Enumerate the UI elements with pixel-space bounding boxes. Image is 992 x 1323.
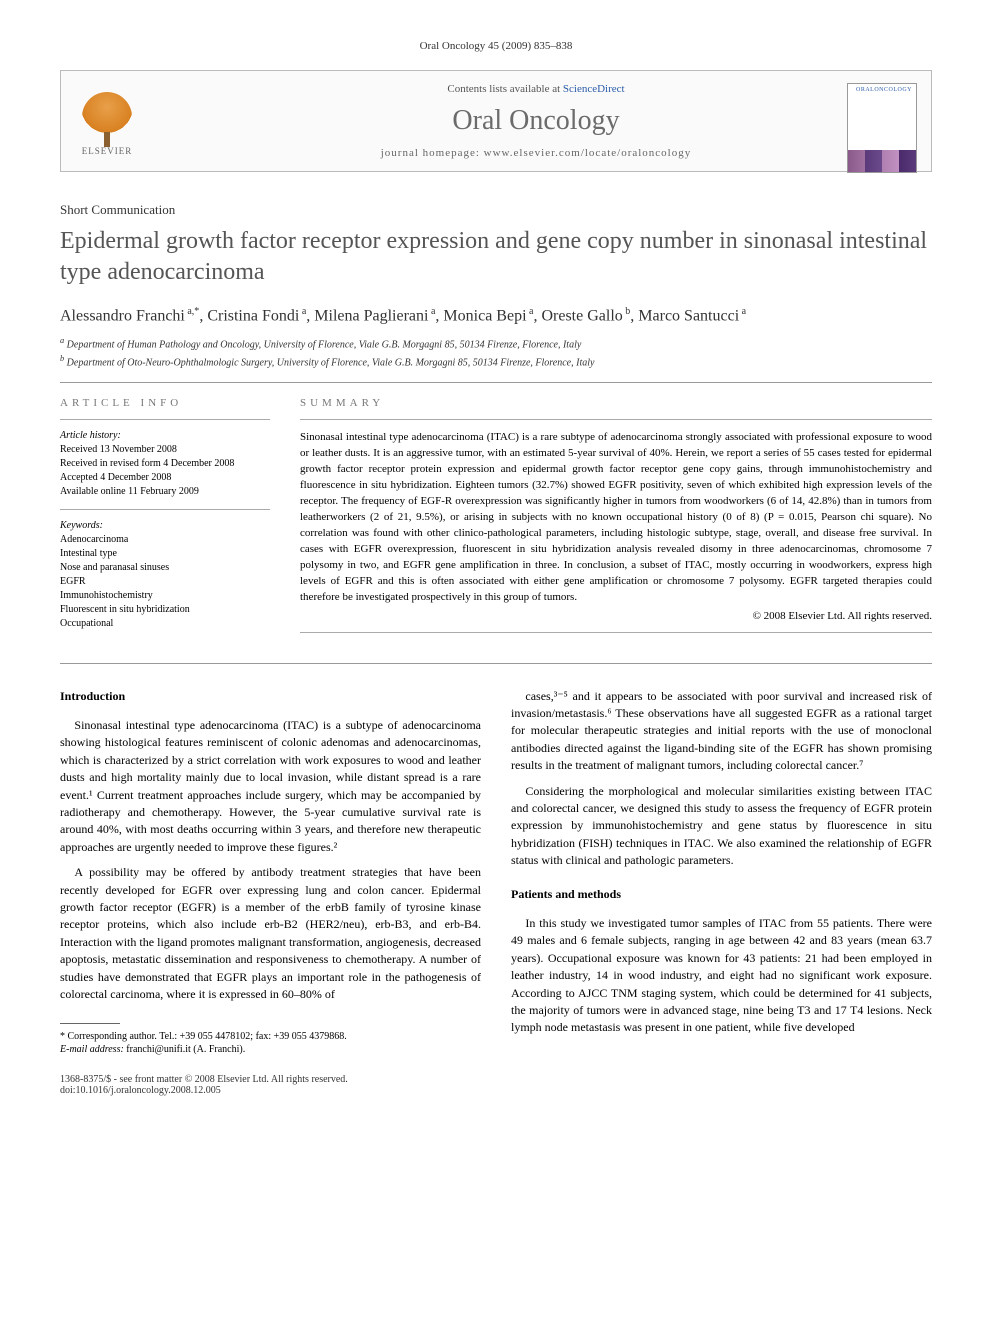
journal-name: Oral Oncology (157, 105, 915, 137)
divider (300, 419, 932, 420)
body-column-right: cases,³⁻⁵ and it appears to be associate… (511, 688, 932, 1057)
author-aff: a (428, 306, 435, 317)
elsevier-label: ELSEVIER (82, 146, 133, 156)
history-item: Accepted 4 December 2008 (60, 471, 270, 485)
homepage-prefix: journal homepage: (381, 147, 484, 159)
divider (60, 382, 932, 383)
contents-lists-line: Contents lists available at ScienceDirec… (157, 83, 915, 95)
elsevier-tree-icon (82, 92, 132, 142)
issn-line: 1368-8375/$ - see front matter © 2008 El… (60, 1074, 932, 1085)
divider (60, 663, 932, 664)
summary-copyright: © 2008 Elsevier Ltd. All rights reserved… (300, 610, 932, 622)
body-paragraph: cases,³⁻⁵ and it appears to be associate… (511, 688, 932, 775)
sciencedirect-link[interactable]: ScienceDirect (563, 83, 625, 95)
body-column-left: Introduction Sinonasal intestinal type a… (60, 688, 481, 1057)
history-item: Received in revised form 4 December 2008 (60, 457, 270, 471)
author: Milena Paglierani (314, 308, 428, 325)
author: Marco Santucci (638, 308, 739, 325)
author: Oreste Gallo (541, 308, 622, 325)
email-link[interactable]: franchi@unifi.it (126, 1044, 190, 1055)
author: Monica Bepi (443, 308, 526, 325)
corresponding-author-footnote: * Corresponding author. Tel.: +39 055 44… (60, 1030, 481, 1043)
affiliation-b: b Department of Oto-Neuro-Ophthalmologic… (60, 354, 932, 368)
footnote-separator (60, 1023, 120, 1024)
article-info-heading: ARTICLE INFO (60, 397, 270, 409)
masthead: ELSEVIER Contents lists available at Sci… (60, 70, 932, 172)
body-paragraph: Considering the morphological and molecu… (511, 783, 932, 870)
methods-heading: Patients and methods (511, 886, 932, 903)
article-title: Epidermal growth factor receptor express… (60, 226, 932, 288)
article-type: Short Communication (60, 202, 932, 218)
journal-cover-thumbnail: ORALONCOLOGY (847, 83, 917, 173)
keyword: Adenocarcinoma (60, 533, 270, 547)
body-paragraph: Sinonasal intestinal type adenocarcinoma… (60, 717, 481, 856)
journal-homepage: journal homepage: www.elsevier.com/locat… (157, 147, 915, 159)
keyword: Immunohistochemistry (60, 589, 270, 603)
contents-prefix: Contents lists available at (447, 83, 562, 95)
authors-list: Alessandro Franchi a,*, Cristina Fondi a… (60, 306, 932, 325)
divider (300, 632, 932, 633)
author: Alessandro Franchi (60, 308, 185, 325)
body-paragraph: In this study we investigated tumor samp… (511, 915, 932, 1037)
doi-line: doi:10.1016/j.oraloncology.2008.12.005 (60, 1085, 932, 1096)
cover-title: ORALONCOLOGY (848, 84, 916, 96)
author-aff: a (527, 306, 534, 317)
summary-text: Sinonasal intestinal type adenocarcinoma… (300, 430, 932, 605)
keywords-label: Keywords: (60, 520, 270, 531)
author-aff: b (623, 306, 631, 317)
history-item: Received 13 November 2008 (60, 443, 270, 457)
keyword: EGFR (60, 575, 270, 589)
email-name: (A. Franchi). (193, 1044, 245, 1055)
summary-block: SUMMARY Sinonasal intestinal type adenoc… (300, 397, 932, 642)
history-item: Available online 11 February 2009 (60, 485, 270, 499)
elsevier-logo: ELSEVIER (77, 86, 137, 156)
keyword: Occupational (60, 617, 270, 631)
author: Cristina Fondi (207, 308, 299, 325)
author-aff: a (299, 306, 306, 317)
keyword: Nose and paranasal sinuses (60, 561, 270, 575)
article-info-block: ARTICLE INFO Article history: Received 1… (60, 397, 270, 642)
header-reference: Oral Oncology 45 (2009) 835–838 (60, 40, 932, 52)
body-paragraph: A possibility may be offered by antibody… (60, 864, 481, 1003)
divider (60, 419, 270, 420)
summary-heading: SUMMARY (300, 397, 932, 409)
email-label: E-mail address: (60, 1044, 124, 1055)
history-label: Article history: (60, 430, 270, 441)
homepage-url[interactable]: www.elsevier.com/locate/oraloncology (484, 147, 692, 159)
keyword: Intestinal type (60, 547, 270, 561)
author-aff: a,* (185, 306, 199, 317)
introduction-heading: Introduction (60, 688, 481, 705)
divider (60, 509, 270, 510)
keyword: Fluorescent in situ hybridization (60, 603, 270, 617)
cover-image-strip (848, 150, 916, 172)
email-footnote: E-mail address: franchi@unifi.it (A. Fra… (60, 1043, 481, 1056)
affiliation-a: a Department of Human Pathology and Onco… (60, 336, 932, 350)
author-aff: a (739, 306, 746, 317)
